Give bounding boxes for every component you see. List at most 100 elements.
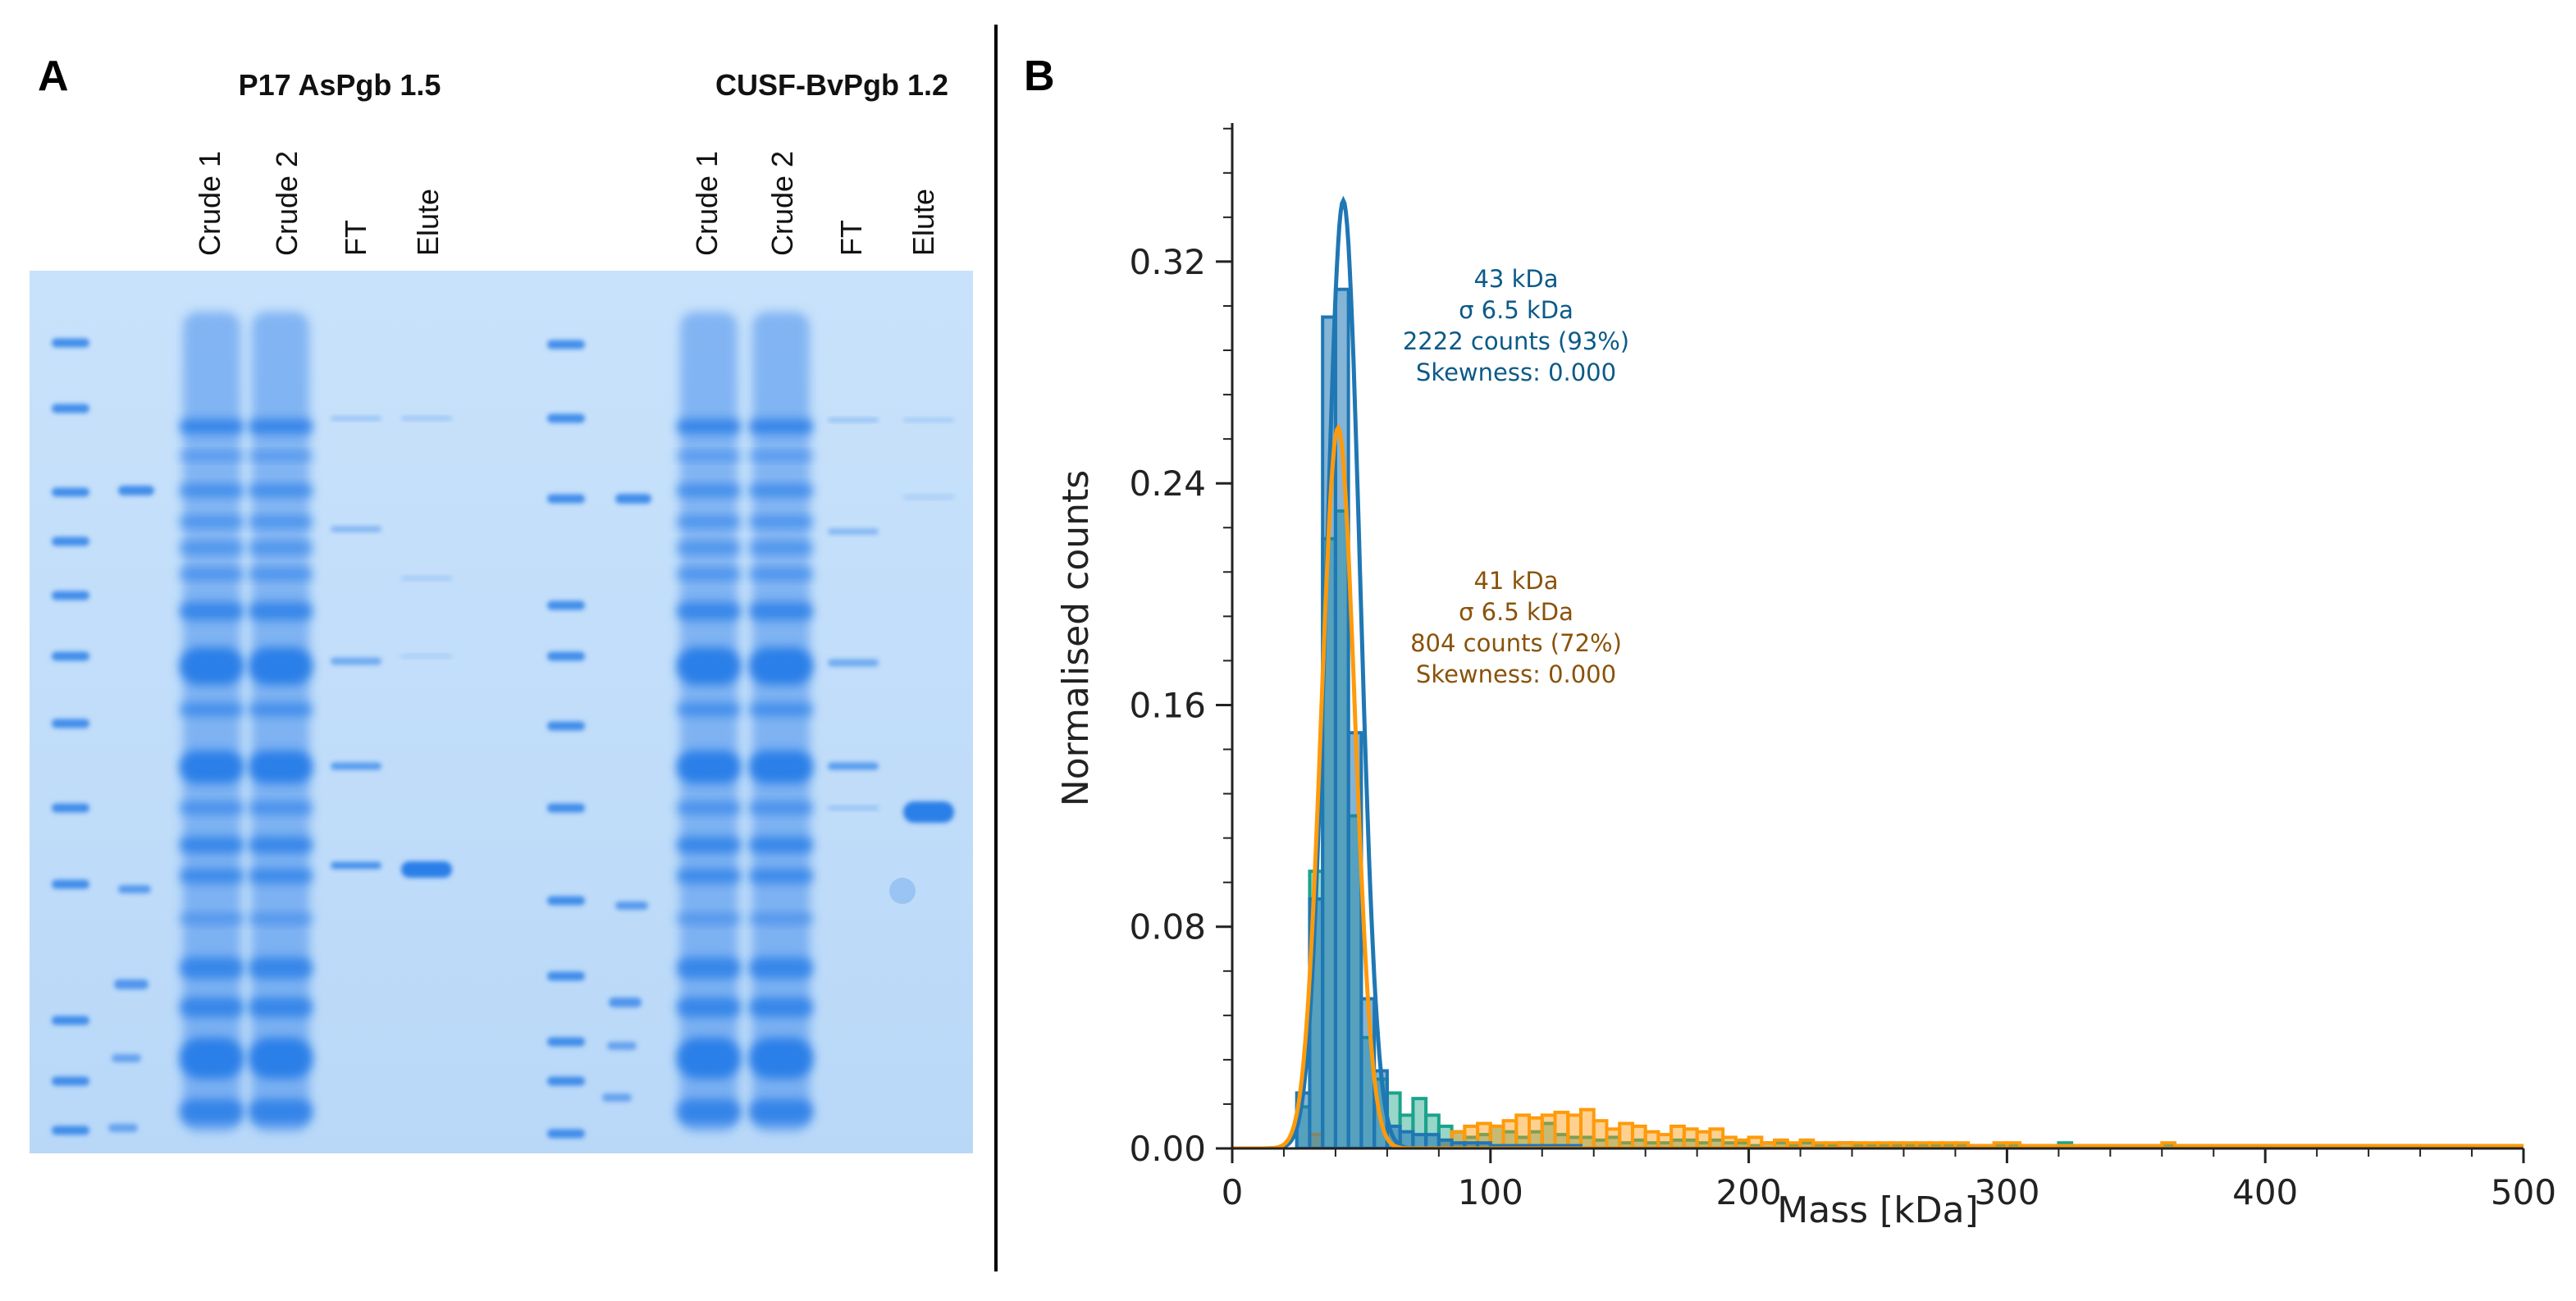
gel-band <box>249 997 313 1017</box>
annotation-line: σ 6.5 kDa <box>1459 296 1573 324</box>
gel-band <box>249 452 313 460</box>
orange-fit-curve <box>1232 423 2523 1148</box>
lane-label: Crude 1 <box>690 151 724 256</box>
gel-band <box>401 576 452 581</box>
panel-b: B 0 100 200 300 400 500 0.00 0.08 0.16 0.24 0.32 M… <box>1024 52 2556 1231</box>
gel-band <box>677 485 741 496</box>
gel-band <box>547 971 585 981</box>
gel-band <box>180 751 244 783</box>
gel-band <box>114 979 148 989</box>
gel-band <box>180 802 244 814</box>
histogram-bar-orange <box>1540 1113 1557 1148</box>
gel-band <box>401 861 452 878</box>
gel-band <box>180 485 244 496</box>
gel-band <box>249 914 313 924</box>
gel-band <box>677 751 741 783</box>
histogram-bars <box>1295 287 2523 1148</box>
gel-title-2: CUSF-BvPgb 1.2 <box>715 68 948 102</box>
lane-label: Crude 1 <box>193 151 226 256</box>
histogram-bar-orange <box>1708 1127 1725 1148</box>
axis-ticks: 0 100 200 300 400 500 0.00 0.08 0.16 0.24 0.32 <box>1129 127 2556 1212</box>
gel-band <box>677 1099 741 1124</box>
gel-band <box>677 569 741 579</box>
gel-band <box>615 494 651 504</box>
histogram-bar-orange <box>1695 1130 1712 1148</box>
gel-band <box>547 721 585 731</box>
gel-band <box>547 896 585 906</box>
histogram-bar-orange <box>1643 1130 1660 1148</box>
gel-band <box>677 997 741 1017</box>
histogram-bar-orange <box>1578 1107 1596 1148</box>
gel-band <box>331 416 381 421</box>
gel-band <box>331 526 381 532</box>
gel-band <box>749 1038 813 1079</box>
gel-band <box>52 591 89 600</box>
gel-band <box>249 517 313 527</box>
histogram-bar-orange <box>1514 1113 1532 1148</box>
lane-labels-gel-2: Crude 1 Crude 2 FT Elute <box>690 151 940 256</box>
gel-band <box>828 762 879 770</box>
gel-band <box>180 1099 244 1124</box>
annotation-line: 2222 counts (93%) <box>1403 327 1629 355</box>
gel-band <box>249 957 313 979</box>
gel-band <box>118 486 154 495</box>
gel-band <box>677 837 741 853</box>
gel-title-1: P17 AsPgb 1.5 <box>239 68 441 102</box>
gel-band <box>749 647 813 685</box>
histogram-bar-orange <box>1592 1119 1609 1148</box>
annotation-line: 804 counts (72%) <box>1410 629 1622 657</box>
gel-band <box>180 869 244 883</box>
gel-band <box>401 416 452 421</box>
gel-band <box>677 914 741 924</box>
annotation-line: Skewness: 0.000 <box>1416 660 1616 688</box>
gel-band <box>52 879 89 889</box>
gel-band <box>547 1129 585 1139</box>
gel-band <box>52 651 89 661</box>
gel-band <box>180 419 244 434</box>
gel-band <box>180 914 244 924</box>
gel-band <box>609 997 642 1007</box>
y-tick-label: 0.00 <box>1129 1129 1206 1169</box>
histogram-bar-orange <box>1553 1111 1570 1148</box>
gel-band <box>749 703 813 716</box>
gel-band <box>749 997 813 1017</box>
lane-label: FT <box>834 220 868 256</box>
gel-band <box>249 703 313 716</box>
gel-band <box>52 404 89 413</box>
gel-band <box>249 485 313 496</box>
histogram-bar-orange <box>1630 1124 1647 1148</box>
gel-band <box>677 802 741 814</box>
gel-band <box>903 801 954 823</box>
lane-labels-gel-1: Crude 1 Crude 2 FT Elute <box>193 151 445 256</box>
gel-band <box>547 651 585 661</box>
x-tick-label: 0 <box>1222 1172 1244 1212</box>
y-tick-label: 0.32 <box>1129 242 1206 282</box>
gel-band <box>615 902 648 910</box>
gel-band <box>249 837 313 853</box>
gel-band <box>249 802 313 814</box>
gel-band <box>677 543 741 553</box>
annotation-blue: 43 kDa σ 6.5 kDa 2222 counts (93%) Skewness… <box>1403 265 1629 386</box>
lane-label: Crude 2 <box>765 151 799 256</box>
y-tick-label: 0.08 <box>1129 907 1206 947</box>
histogram-bar-orange <box>1669 1124 1686 1148</box>
gel-band <box>249 569 313 579</box>
gel-image <box>30 271 973 1153</box>
gel-band <box>180 517 244 527</box>
lane-label: Crude 2 <box>270 151 304 256</box>
fit-annotations: 43 kDa σ 6.5 kDa 2222 counts (93%) Skewness… <box>1403 265 1629 688</box>
gel-band <box>180 997 244 1017</box>
gel-band <box>52 487 89 497</box>
gel-band <box>52 803 89 813</box>
histogram-bar-orange <box>1618 1121 1634 1148</box>
gel-band <box>112 1054 141 1062</box>
histogram-bar-blue <box>1424 1133 1441 1148</box>
gel-band <box>180 569 244 579</box>
histogram-bar-orange <box>1656 1133 1674 1148</box>
gel-bands <box>52 312 954 1139</box>
gel-band <box>52 1016 89 1025</box>
y-tick-label: 0.24 <box>1129 463 1206 504</box>
gel-band <box>903 418 954 422</box>
annotation-orange: 41 kDa σ 6.5 kDa 804 counts (72%) Skewness:… <box>1410 567 1622 688</box>
gel-band <box>331 861 381 870</box>
